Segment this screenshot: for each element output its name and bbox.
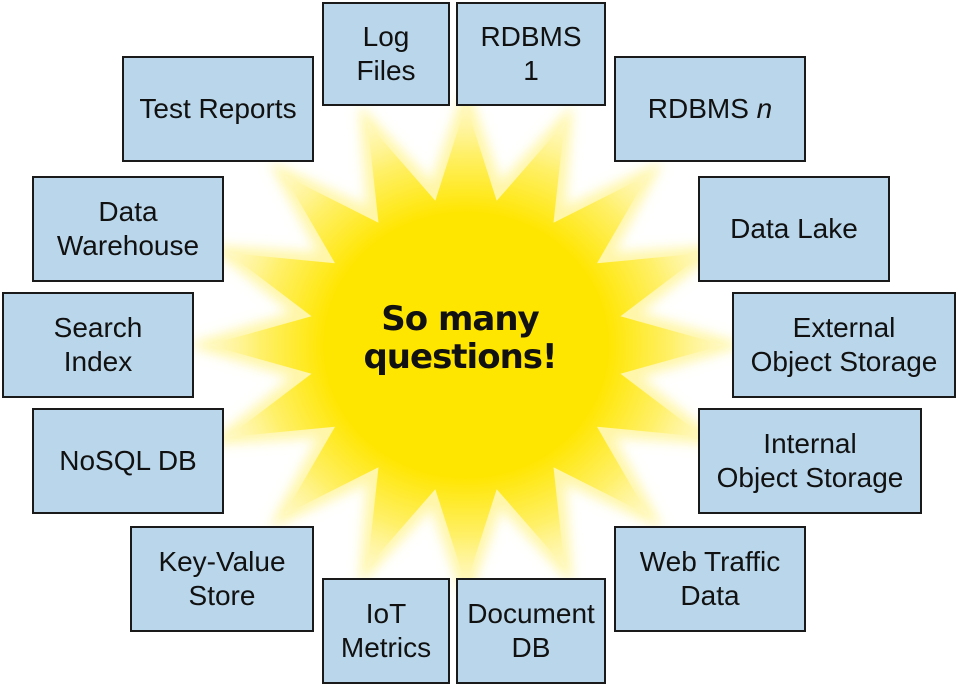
source-label: Files bbox=[356, 55, 416, 86]
source-rdbms-n: RDBMS n bbox=[614, 56, 806, 162]
source-iot-metrics: IoT Metrics bbox=[322, 578, 450, 684]
source-label: Web Traffic bbox=[639, 546, 781, 577]
source-label: RDBMS bbox=[480, 21, 582, 52]
source-document-db: Document DB bbox=[456, 578, 606, 684]
source-rdbms-1: RDBMS 1 bbox=[456, 2, 606, 106]
source-label: Log bbox=[362, 21, 410, 52]
source-label: IoT bbox=[365, 598, 407, 629]
source-search-index: Search Index bbox=[2, 292, 194, 398]
source-label: Data bbox=[680, 580, 740, 611]
source-data-lake: Data Lake bbox=[698, 176, 890, 282]
source-test-reports: Test Reports bbox=[122, 56, 314, 162]
source-label: Data bbox=[98, 196, 158, 227]
source-key-value-store: Key-Value Store bbox=[130, 526, 314, 632]
starburst-shape bbox=[187, 85, 745, 605]
source-label: Internal bbox=[763, 428, 857, 459]
source-label: Object Storage bbox=[716, 462, 904, 493]
source-label: External bbox=[792, 312, 896, 343]
source-label: Key-Value bbox=[158, 546, 286, 577]
source-label: Store bbox=[188, 580, 256, 611]
center-message-line-1: So many bbox=[381, 299, 539, 339]
source-label: Search bbox=[53, 312, 143, 343]
source-label: Document bbox=[467, 598, 595, 629]
source-label: RDBMS bbox=[647, 93, 757, 124]
center-message-line-2: questions! bbox=[363, 337, 557, 377]
source-label: Data Lake bbox=[730, 213, 858, 244]
source-label: 1 bbox=[523, 55, 539, 86]
source-label: Object Storage bbox=[750, 346, 938, 377]
center-message: So many questions! bbox=[340, 300, 580, 376]
source-label: Metrics bbox=[340, 632, 432, 663]
source-label: NoSQL DB bbox=[59, 445, 197, 476]
source-log-files: Log Files bbox=[322, 2, 450, 106]
source-label: Index bbox=[63, 346, 133, 377]
source-web-traffic-data: Web Traffic Data bbox=[614, 526, 806, 632]
source-internal-object-storage: Internal Object Storage bbox=[698, 408, 922, 514]
source-external-object-storage: External Object Storage bbox=[732, 292, 956, 398]
source-data-warehouse: Data Warehouse bbox=[32, 176, 224, 282]
source-nosql-db: NoSQL DB bbox=[32, 408, 224, 514]
source-label-italic: n bbox=[756, 93, 773, 124]
source-label: Test Reports bbox=[139, 93, 297, 124]
source-label: DB bbox=[511, 632, 551, 663]
starburst-core bbox=[208, 104, 724, 586]
source-label: Warehouse bbox=[56, 230, 200, 261]
